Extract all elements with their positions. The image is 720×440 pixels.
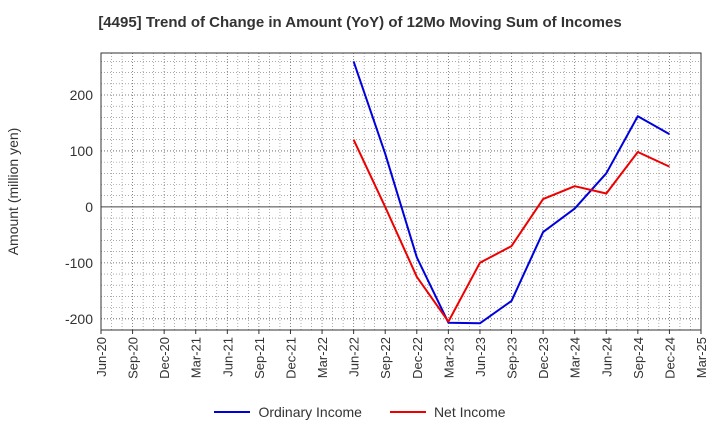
x-tick-label: Dec-22 — [410, 337, 425, 379]
tick-labels: -200 -100 0 100 200 Jun-20 Sep-20 Dec-20 Mar-21 J… — [5, 87, 709, 379]
x-tick-label: Jun-21 — [220, 337, 235, 377]
x-tick-label: Sep-24 — [631, 337, 646, 379]
legend: Ordinary Income Net Income — [0, 404, 720, 420]
y-tick-label: -100 — [65, 255, 93, 271]
y-tick-label: -200 — [65, 311, 93, 327]
legend-label-net-income: Net Income — [433, 404, 506, 420]
x-tick-label: Dec-21 — [283, 337, 298, 379]
legend-swatch-net-income — [389, 411, 426, 413]
x-tick-label: Dec-24 — [662, 337, 677, 379]
x-tick-label: Jun-23 — [473, 337, 488, 377]
y-tick-label: 0 — [85, 199, 93, 215]
series-lines — [352, 61, 670, 325]
legend-swatch-ordinary-income — [214, 411, 251, 413]
y-tick-label: 100 — [70, 143, 94, 159]
x-tick-label: Sep-23 — [505, 337, 520, 379]
x-tick-label: Jun-24 — [599, 337, 614, 377]
legend-item-net-income: Net Income — [389, 404, 506, 420]
series-line-net-income — [352, 139, 670, 323]
x-tick-label: Jun-20 — [94, 337, 109, 377]
axes — [100, 52, 702, 334]
x-tick-label: Dec-23 — [536, 337, 551, 379]
x-tick-label: Mar-24 — [568, 337, 583, 378]
x-tick-label: Mar-21 — [189, 337, 204, 378]
legend-item-ordinary-income: Ordinary Income — [214, 404, 362, 420]
x-tick-label: Sep-21 — [252, 337, 267, 379]
y-axis-label: Amount (million yen) — [5, 128, 21, 256]
x-tick-label: Jun-22 — [347, 337, 362, 377]
y-tick-label: 200 — [70, 87, 94, 103]
x-tick-label: Mar-25 — [694, 337, 709, 378]
x-tick-label: Sep-20 — [126, 337, 141, 379]
plot-frame — [100, 52, 702, 331]
x-tick-label: Mar-23 — [441, 337, 456, 378]
grid — [101, 53, 701, 330]
legend-label-ordinary-income: Ordinary Income — [258, 404, 362, 420]
x-tick-label: Sep-22 — [378, 337, 393, 379]
x-tick-label: Mar-22 — [315, 337, 330, 378]
series-line-ordinary-income — [352, 61, 670, 325]
chart-title: [4495] Trend of Change in Amount (YoY) o… — [98, 14, 622, 31]
x-tick-label: Dec-20 — [157, 337, 172, 379]
